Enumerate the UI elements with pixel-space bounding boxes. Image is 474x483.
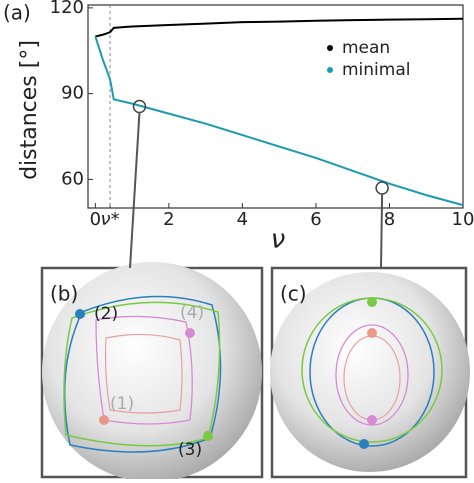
connector xyxy=(129,112,141,269)
x-tick-label: 10 xyxy=(452,209,474,230)
point-label: (1) xyxy=(110,394,134,414)
x-tick-label: ν* xyxy=(101,209,120,230)
point-label: (2) xyxy=(94,304,118,324)
point xyxy=(367,297,377,307)
x-tick-label: 4 xyxy=(237,209,248,230)
point-label: (4) xyxy=(180,303,204,323)
inset-label: (b) xyxy=(50,282,78,306)
connector xyxy=(380,193,384,269)
highlight xyxy=(375,181,389,195)
y-axis-label: distances [°] xyxy=(17,40,42,180)
point xyxy=(185,328,195,338)
y-tick-label: 90 xyxy=(61,83,84,104)
sphere xyxy=(42,262,262,482)
legend-marker xyxy=(327,45,333,51)
x-tick-label: 6 xyxy=(310,209,321,230)
point xyxy=(367,415,377,425)
plot-frame xyxy=(87,4,464,209)
data-line xyxy=(94,36,464,207)
y-tick-label: 120 xyxy=(50,0,84,18)
point-label: (3) xyxy=(178,440,202,460)
legend-marker xyxy=(327,67,333,73)
legend-label: mean xyxy=(342,38,390,58)
point xyxy=(99,415,109,425)
inset-b: (b) (2) (1) (3) (4) xyxy=(40,262,264,482)
inset-c: (c) xyxy=(270,266,470,479)
y-tick-label: 60 xyxy=(61,168,84,189)
x-tick-label: 2 xyxy=(163,209,174,230)
x-tick-label: 8 xyxy=(384,209,395,230)
data-line xyxy=(95,17,464,38)
point xyxy=(203,431,213,441)
x-tick-label: 0 xyxy=(90,209,101,230)
orbit xyxy=(104,333,183,414)
point xyxy=(75,309,85,319)
inset-label: (c) xyxy=(280,282,307,306)
legend-label: minimal xyxy=(342,60,410,80)
point xyxy=(367,328,377,338)
point xyxy=(359,439,369,449)
x-axis-label: ν xyxy=(271,225,286,255)
panel-label: (a) xyxy=(3,1,31,25)
orbit xyxy=(95,315,193,425)
